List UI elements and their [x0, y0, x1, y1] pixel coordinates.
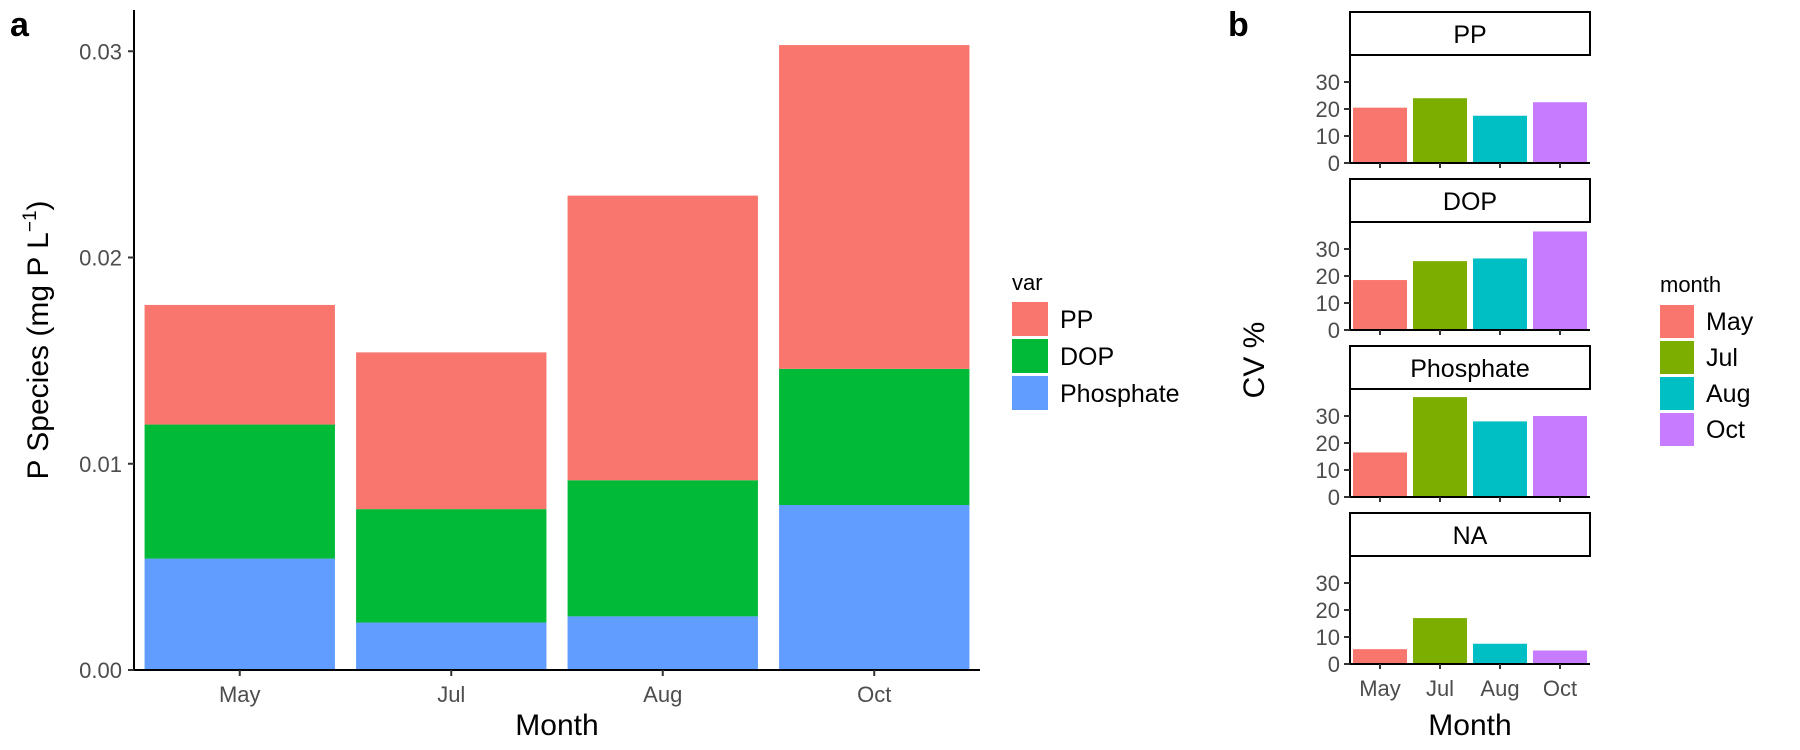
- facet-strip-pp: [1349, 11, 1591, 56]
- bar-dop-may: [1353, 280, 1407, 330]
- y-tick-label: 0.01: [79, 452, 122, 477]
- bar-pp-oct: [1533, 102, 1587, 163]
- legend-b-swatch-aug: [1660, 377, 1694, 410]
- bar-pp-aug: [1473, 115, 1527, 163]
- facet-y-tick-label: 0: [1328, 151, 1340, 176]
- legend-a-title: var: [1012, 270, 1043, 295]
- x-axis-title: Month: [515, 709, 598, 742]
- facet-strip-phosphate: [1349, 345, 1591, 390]
- bar-dop-oct: [1533, 231, 1587, 330]
- y-tick-label: 0.02: [79, 246, 122, 271]
- bar-pp-may: [144, 304, 335, 425]
- legend-b-label-oct: Oct: [1706, 416, 1745, 444]
- legend-b-title: month: [1660, 272, 1721, 297]
- y-axis-title-main: P Species (mg P L: [22, 232, 55, 479]
- bar-dop-jul: [356, 509, 547, 623]
- legend-b-swatch-may: [1660, 305, 1694, 338]
- legend-a-label-phosphate: Phosphate: [1060, 380, 1180, 408]
- bar-pp-may: [1353, 107, 1407, 163]
- y-tick-label: 0.00: [79, 658, 122, 683]
- x-tick-label: Jul: [437, 682, 465, 707]
- facet-y-tick-label: 0: [1328, 652, 1340, 677]
- chart-b-faceted-bar: PP0102030DOP0102030Phosphate0102030NA010…: [1238, 11, 1591, 742]
- bar-dop-jul: [1413, 261, 1467, 330]
- facet-y-tick-label: 0: [1328, 485, 1340, 510]
- facet-strip-label: Phosphate: [1410, 355, 1530, 383]
- chart-a-stacked-bar: 0.00 0.01 0.02 0.03 May Jul Aug Oct Month P Speci…: [20, 10, 980, 742]
- bar-phosphate-jul: [1413, 397, 1467, 497]
- bar-dop-aug: [567, 480, 758, 617]
- legend-a-label-pp: PP: [1060, 306, 1093, 334]
- b-x-axis-title: Month: [1428, 709, 1511, 742]
- facet-y-tick-label: 30: [1316, 571, 1340, 596]
- b-y-axis-title: CV %: [1238, 322, 1271, 399]
- bar-phosphate-may: [1353, 452, 1407, 497]
- bar-phosphate-aug: [1473, 421, 1527, 497]
- facet-y-tick-label: 20: [1316, 264, 1340, 289]
- facet-y-tick-label: 20: [1316, 598, 1340, 623]
- legend-a-swatch-pp: [1012, 302, 1048, 336]
- facet-y-tick-label: 10: [1316, 291, 1340, 316]
- panel-b-letter: b: [1228, 6, 1249, 44]
- bar-dop-aug: [1473, 258, 1527, 330]
- legend-b-swatch-oct: [1660, 413, 1694, 446]
- facet-strip-na: [1349, 512, 1591, 557]
- bar-na-aug: [1473, 643, 1527, 664]
- bar-dop-may: [144, 424, 335, 559]
- facet-y-tick-label: 10: [1316, 124, 1340, 149]
- legend-a-swatch-phosphate: [1012, 376, 1048, 410]
- bar-pp-jul: [356, 352, 547, 510]
- bar-pp-jul: [1413, 98, 1467, 163]
- bar-phosphate-may: [144, 558, 335, 670]
- bar-na-jul: [1413, 618, 1467, 664]
- bar-phosphate-aug: [567, 616, 758, 670]
- x-tick-label: May: [1359, 676, 1401, 701]
- legend-b-label-jul: Jul: [1706, 344, 1738, 372]
- facet-y-tick-label: 20: [1316, 431, 1340, 456]
- bar-phosphate-oct: [1533, 416, 1587, 497]
- facet-strip-label: PP: [1453, 21, 1486, 49]
- x-tick-label: Jul: [1426, 676, 1454, 701]
- bar-pp-aug: [567, 195, 758, 481]
- bar-phosphate-jul: [356, 622, 547, 670]
- legend-a-swatch-dop: [1012, 339, 1048, 373]
- bar-phosphate-oct: [779, 505, 970, 670]
- y-axis-title-close: ): [22, 200, 55, 210]
- bar-na-oct: [1533, 650, 1587, 664]
- y-axis-title-superscript: −1: [20, 210, 41, 232]
- legend-a-label-dop: DOP: [1060, 343, 1114, 371]
- legend-b: month May Jul Aug Oct: [1660, 272, 1754, 446]
- x-tick-label: May: [219, 682, 261, 707]
- facet-y-tick-label: 30: [1316, 237, 1340, 262]
- legend-b-label-aug: Aug: [1706, 380, 1750, 408]
- facet-strip-label: NA: [1453, 522, 1488, 550]
- bar-dop-oct: [779, 368, 970, 505]
- facet-y-tick-label: 0: [1328, 318, 1340, 343]
- facet-strip-dop: [1349, 178, 1591, 223]
- facet-y-tick-label: 30: [1316, 70, 1340, 95]
- facet-y-tick-label: 20: [1316, 97, 1340, 122]
- facet-y-tick-label: 30: [1316, 404, 1340, 429]
- x-tick-label: Oct: [1543, 676, 1577, 701]
- bar-pp-oct: [779, 45, 970, 369]
- facet-y-tick-label: 10: [1316, 458, 1340, 483]
- x-tick-label: Aug: [1480, 676, 1519, 701]
- facet-y-tick-label: 10: [1316, 625, 1340, 650]
- panel-a-letter: a: [10, 6, 30, 44]
- x-tick-label: Aug: [643, 682, 682, 707]
- y-tick-label: 0.03: [79, 39, 122, 64]
- y-axis-title: P Species (mg P L−1): [20, 200, 55, 479]
- x-tick-label: Oct: [857, 682, 891, 707]
- bar-na-may: [1353, 649, 1407, 664]
- legend-b-swatch-jul: [1660, 341, 1694, 374]
- legend-a: var PP DOP Phosphate: [1012, 270, 1180, 410]
- legend-b-label-may: May: [1706, 308, 1754, 336]
- facet-strip-label: DOP: [1443, 188, 1497, 216]
